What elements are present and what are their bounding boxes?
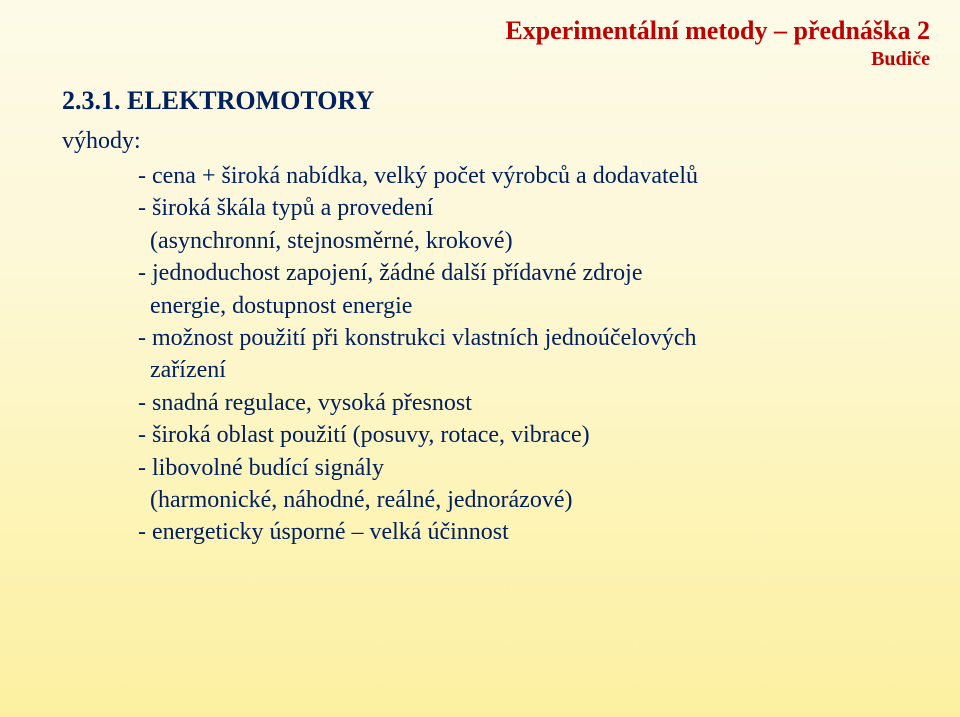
advantages-list: - cena + široká nabídka, velký počet výr… <box>138 160 938 549</box>
list-item: - libovolné budící signály <box>138 452 938 484</box>
list-item: - možnost použití při konstrukci vlastní… <box>138 322 938 354</box>
list-item: - jednoduchost zapojení, žádné další pří… <box>138 257 938 289</box>
list-item: - cena + široká nabídka, velký počet výr… <box>138 160 938 192</box>
list-item: energie, dostupnost energie <box>138 290 938 322</box>
list-item: (asynchronní, stejnosměrné, krokové) <box>138 225 938 257</box>
list-item: zařízení <box>138 354 938 386</box>
advantages-label: výhody: <box>62 128 141 155</box>
list-item: (harmonické, náhodné, reálné, jednorázov… <box>138 484 938 516</box>
slide-header: Experimentální metody – přednáška 2 Budi… <box>505 16 930 71</box>
header-subtitle: Budiče <box>505 48 930 71</box>
list-item: - široká škála typů a provedení <box>138 192 938 224</box>
list-item: - energeticky úsporné – velká účinnost <box>138 516 938 548</box>
section-title: 2.3.1. ELEKTROMOTORY <box>62 86 374 116</box>
list-item: - široká oblast použití (posuvy, rotace,… <box>138 419 938 451</box>
header-title: Experimentální metody – přednáška 2 <box>505 16 930 46</box>
list-item: - snadná regulace, vysoká přesnost <box>138 387 938 419</box>
